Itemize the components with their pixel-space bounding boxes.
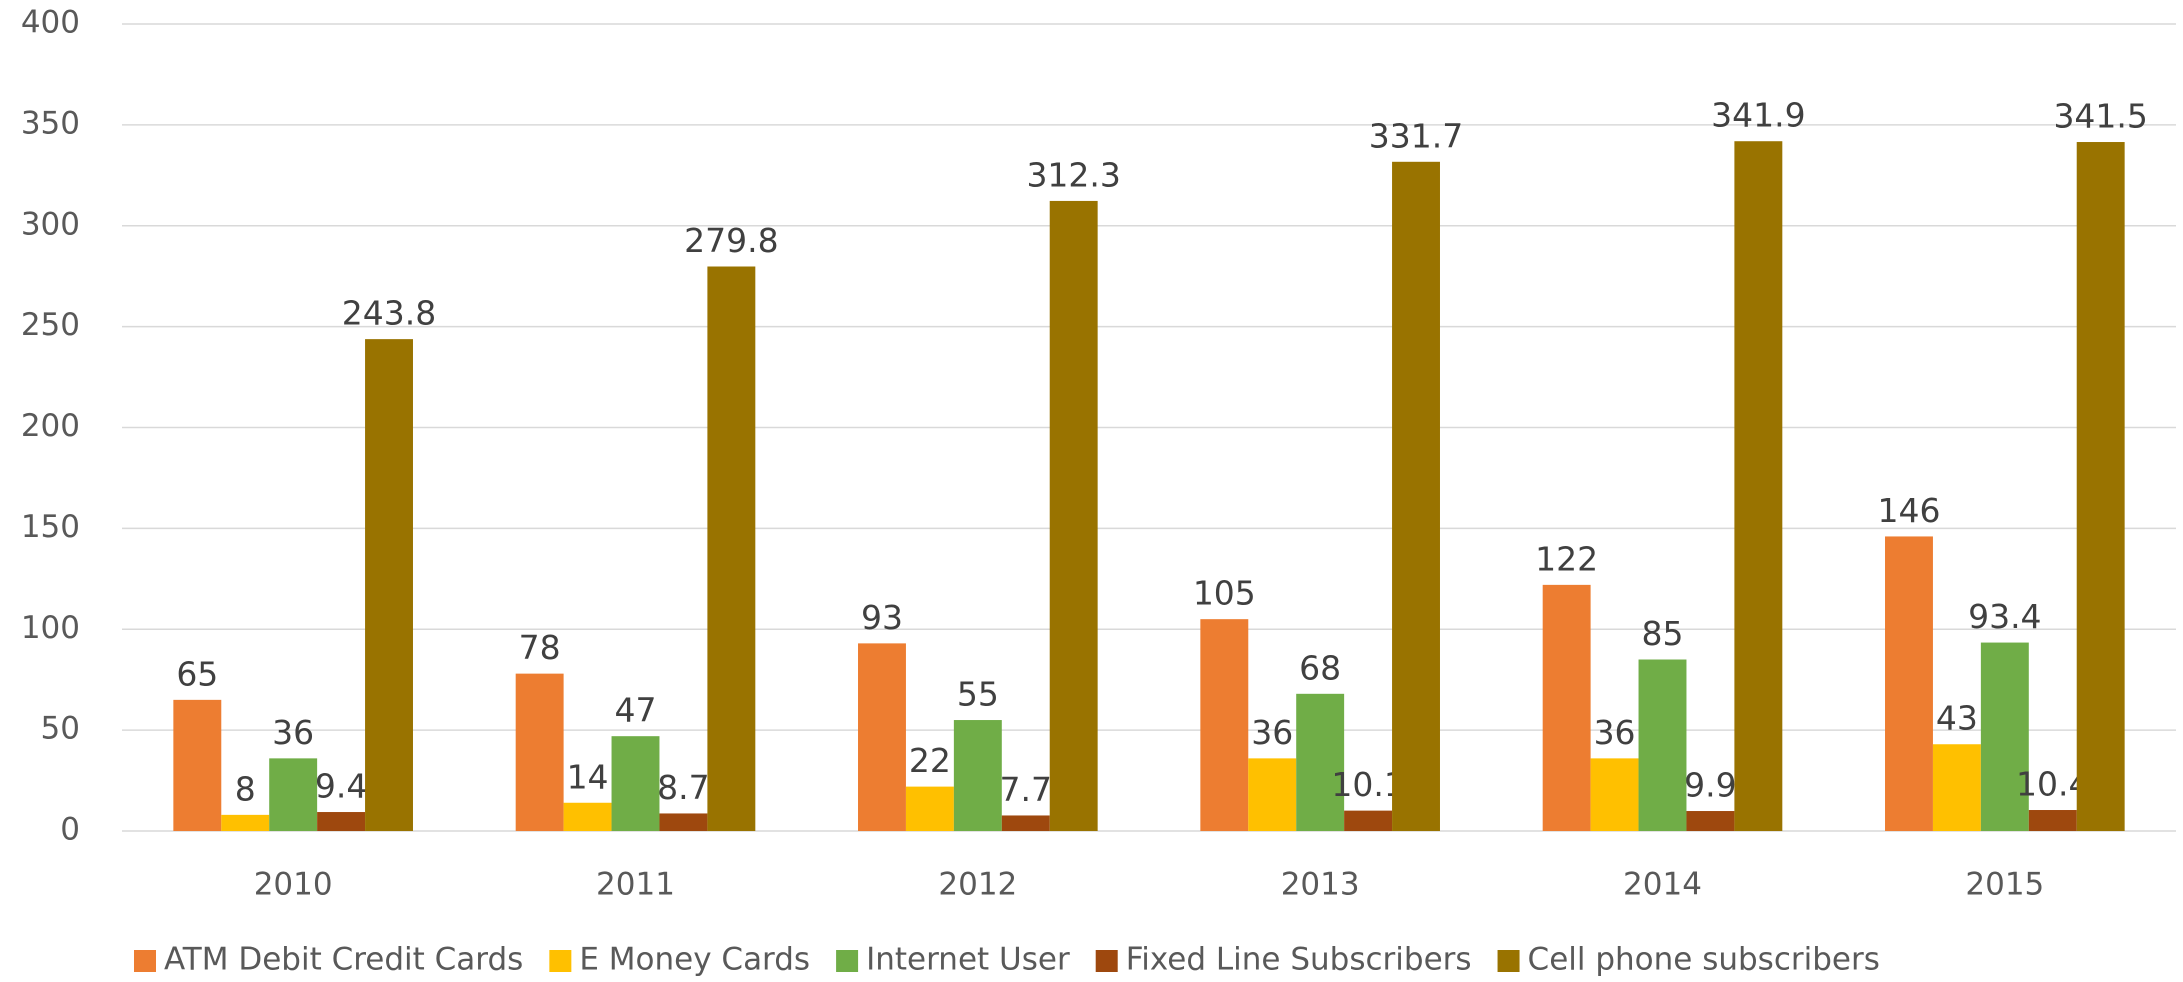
data-label: 36 [1251, 713, 1293, 752]
x-tick-label: 2014 [1623, 867, 1702, 903]
bar [1734, 141, 1783, 832]
bar [1049, 200, 1098, 831]
data-label: 36 [272, 713, 314, 752]
bar [1686, 811, 1735, 831]
legend-label: Internet User [866, 942, 1070, 978]
data-label: 9.4 [315, 767, 367, 806]
data-label: 7.7 [1000, 770, 1052, 809]
bar [563, 802, 612, 831]
bar [269, 758, 318, 831]
y-tick-label: 400 [21, 5, 80, 41]
data-label: 55 [957, 675, 999, 714]
legend-label: E Money Cards [579, 942, 810, 978]
bar [707, 266, 756, 831]
data-label: 8 [235, 769, 256, 808]
bar [2076, 142, 2125, 831]
data-label: 122 [1535, 539, 1598, 578]
data-label: 14 [567, 757, 609, 796]
bar [1296, 693, 1345, 831]
bar [1885, 536, 1933, 831]
legend-label: Fixed Line Subscribers [1126, 942, 1472, 978]
bar [1344, 810, 1393, 831]
y-tick-label: 100 [21, 610, 80, 646]
data-label: 85 [1642, 614, 1684, 653]
data-label: 47 [615, 691, 657, 730]
x-tick-label: 2015 [1965, 867, 2044, 903]
x-tick-label: 2010 [254, 867, 333, 903]
data-label: 36 [1594, 713, 1636, 752]
data-label: 105 [1193, 574, 1256, 613]
bar [659, 813, 708, 831]
bar [221, 814, 270, 831]
data-label: 341.9 [1711, 96, 1805, 135]
bar [611, 736, 660, 831]
data-label: 65 [176, 654, 218, 693]
legend-swatch [1095, 950, 1118, 972]
legend-label: Cell phone subscribers [1528, 942, 1880, 978]
data-label: 68 [1299, 648, 1341, 687]
bar [1980, 642, 2029, 831]
bar [317, 812, 366, 831]
data-label: 312.3 [1026, 155, 1120, 194]
data-label: 341.5 [2053, 97, 2147, 136]
bar [1001, 815, 1050, 831]
y-tick-label: 0 [60, 812, 80, 848]
y-tick-label: 300 [21, 206, 80, 242]
bar [1200, 619, 1249, 831]
bar [1248, 758, 1297, 831]
x-tick-label: 2012 [938, 867, 1017, 903]
legend-swatch [549, 950, 572, 972]
bar [173, 699, 222, 831]
y-tick-label: 350 [21, 105, 80, 141]
y-tick-label: 50 [41, 711, 80, 747]
bar [1590, 758, 1639, 831]
data-label: 22 [909, 741, 951, 780]
legend-swatch [1497, 950, 1520, 972]
bar [1638, 659, 1687, 831]
bar [1392, 161, 1440, 831]
data-label: 9.9 [1684, 766, 1736, 805]
y-tick-label: 150 [21, 509, 80, 545]
y-tick-label: 250 [21, 307, 80, 343]
data-label: 43 [1936, 699, 1978, 738]
bar [1932, 744, 1981, 831]
data-label: 279.8 [684, 221, 778, 260]
data-label: 146 [1877, 491, 1940, 530]
data-label: 8.7 [657, 768, 709, 807]
legend-swatch [836, 950, 859, 972]
x-tick-label: 2011 [596, 867, 675, 903]
data-label: 243.8 [342, 294, 436, 333]
legend-swatch [134, 950, 156, 972]
bar [1542, 584, 1591, 831]
bar [858, 643, 906, 831]
y-tick-label: 200 [21, 408, 80, 444]
bar [905, 786, 954, 831]
data-label: 78 [519, 628, 561, 667]
legend-label: ATM Debit Credit Cards [164, 942, 523, 978]
bar [365, 339, 413, 831]
bar [953, 720, 1002, 831]
data-label: 331.7 [1369, 116, 1463, 155]
x-tick-label: 2013 [1281, 867, 1360, 903]
bar [515, 673, 564, 831]
bar [2028, 810, 2077, 831]
data-label: 93 [861, 598, 903, 637]
data-label: 93.4 [1968, 597, 2041, 636]
